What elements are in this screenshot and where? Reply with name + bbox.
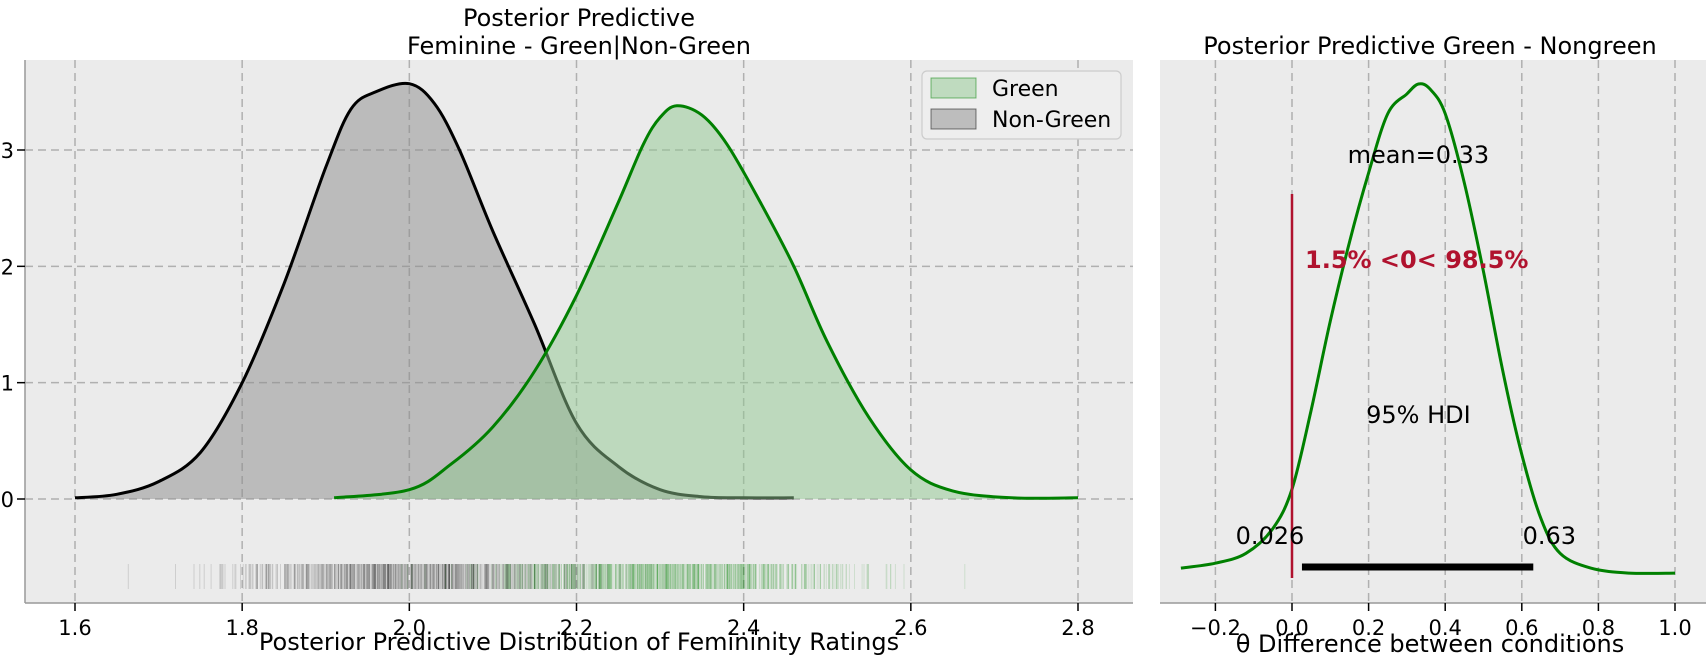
left-x-ticks: 1.6 1.8 2.0 2.2 2.4 2.6 2.8 xyxy=(58,603,1095,640)
left-x-tick-label: 1.8 xyxy=(225,616,258,640)
right-x-tick-label: 0.8 xyxy=(1582,616,1615,640)
right-x-tick-label: −0.2 xyxy=(1190,616,1241,640)
chart-left-feminine-ratings: Posterior Predictive Feminine - Green|No… xyxy=(1,4,1133,656)
right-title: Posterior Predictive Green - Nongreen xyxy=(1203,32,1656,60)
right-x-tick-label: 0.0 xyxy=(1275,616,1308,640)
left-x-tick-label: 1.6 xyxy=(58,616,91,640)
density-fill-non-green xyxy=(75,83,794,499)
right-x-tick-label: 0.4 xyxy=(1428,616,1461,640)
left-title-line2: Feminine - Green|Non-Green xyxy=(407,32,751,60)
right-x-tick-label: 0.2 xyxy=(1352,616,1385,640)
left-y-tick-label: 0 xyxy=(1,488,14,512)
density-line-green xyxy=(333,104,1079,500)
hdi-low-label: 0.026 xyxy=(1236,522,1305,550)
left-y-tick-label: 3 xyxy=(1,139,14,163)
right-x-tick-label: 1.0 xyxy=(1658,616,1691,640)
rug-green xyxy=(401,564,966,589)
legend-label-green: Green xyxy=(992,77,1059,102)
left-x-tick-label: 2.8 xyxy=(1061,616,1094,640)
rug-non-green xyxy=(127,564,666,589)
chart-right-difference: Posterior Predictive Green - Nongreen −0… xyxy=(1160,32,1706,658)
left-rug-plots xyxy=(127,564,966,589)
left-y-tick-label: 2 xyxy=(1,255,14,279)
right-x-ticks: −0.2 0.0 0.2 0.4 0.6 0.8 1.0 xyxy=(1190,603,1692,640)
mean-label: mean=0.33 xyxy=(1348,141,1490,169)
hdi-high-label: 0.63 xyxy=(1523,522,1576,550)
right-plot-background xyxy=(1160,60,1706,603)
left-x-tick-label: 2.2 xyxy=(560,616,593,640)
left-density-areas xyxy=(74,81,1079,500)
left-x-tick-label: 2.0 xyxy=(393,616,426,640)
left-y-ticks: 0 1 2 3 xyxy=(1,139,25,512)
left-y-tick-label: 1 xyxy=(1,372,14,396)
hdi-label: 95% HDI xyxy=(1366,401,1471,429)
right-density-curve xyxy=(1180,82,1676,578)
right-annotations: mean=0.33 1.5% <0< 98.5% 95% HDI 0.026 0… xyxy=(1236,141,1576,550)
legend-label-non-green: Non-Green xyxy=(992,108,1111,133)
reference-probability-label: 1.5% <0< 98.5% xyxy=(1305,246,1528,274)
legend-swatch-green xyxy=(930,77,977,99)
left-x-tick-label: 2.4 xyxy=(727,616,760,640)
left-title-line1: Posterior Predictive xyxy=(463,4,695,32)
left-legend: Green Non-Green xyxy=(921,70,1122,140)
right-x-tick-label: 0.6 xyxy=(1505,616,1538,640)
right-x-axis-label: θ Difference between conditions xyxy=(1236,630,1625,658)
left-x-axis-label: Posterior Predictive Distribution of Fem… xyxy=(259,628,899,656)
left-x-tick-label: 2.6 xyxy=(894,616,927,640)
density-fill-green xyxy=(334,105,1079,500)
legend-swatch-non-green xyxy=(930,108,977,130)
